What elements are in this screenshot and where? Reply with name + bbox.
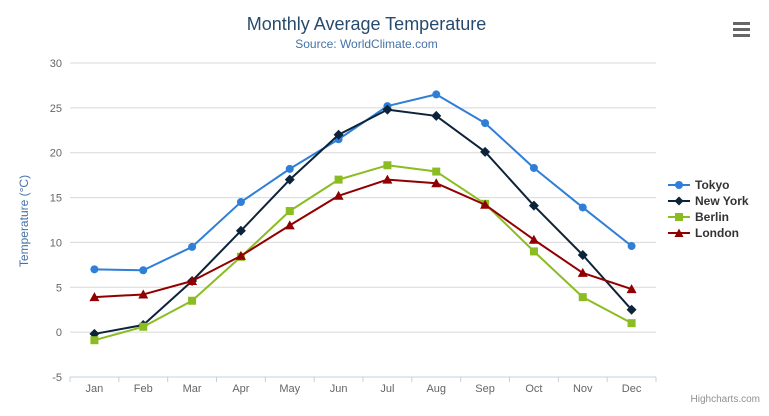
data-point-berlin[interactable] <box>383 161 392 170</box>
y-tick-label: 15 <box>50 193 62 205</box>
series-line-tokyo <box>93 93 633 272</box>
data-point-new-york[interactable] <box>235 225 246 236</box>
y-tick-label: 5 <box>56 282 62 294</box>
data-point-tokyo[interactable] <box>529 163 538 172</box>
data-point-london[interactable] <box>235 250 246 260</box>
chart-title: Monthly Average Temperature <box>246 14 487 34</box>
data-point-berlin[interactable] <box>139 322 148 331</box>
x-tick-label: Dec <box>622 383 642 395</box>
data-point-tokyo[interactable] <box>285 164 294 173</box>
triangle-legend-marker-icon <box>668 228 690 237</box>
x-tick-label: Feb <box>134 383 153 395</box>
data-point-london[interactable] <box>626 284 637 294</box>
data-point-tokyo[interactable] <box>90 265 99 274</box>
y-tick-label: -5 <box>52 372 62 384</box>
data-point-tokyo[interactable] <box>578 203 587 212</box>
data-point-london[interactable] <box>284 220 295 230</box>
square-legend-marker-icon <box>668 213 690 221</box>
data-point-london[interactable] <box>138 289 149 299</box>
data-point-london[interactable] <box>577 267 588 277</box>
data-point-london[interactable] <box>480 199 491 209</box>
y-tick-label: 25 <box>50 103 62 115</box>
y-tick-label: 30 <box>50 58 62 70</box>
data-point-tokyo[interactable] <box>236 198 245 207</box>
data-point-new-york[interactable] <box>284 174 295 185</box>
data-point-berlin[interactable] <box>627 319 636 328</box>
legend: Tokyo New York Berlin London <box>668 177 749 241</box>
data-point-berlin[interactable] <box>188 296 197 305</box>
legend-item-tokyo[interactable]: Tokyo <box>668 177 749 193</box>
data-point-new-york[interactable] <box>528 200 539 211</box>
data-point-london[interactable] <box>528 234 539 244</box>
x-tick-label: Mar <box>183 383 202 395</box>
data-point-berlin[interactable] <box>578 293 587 302</box>
x-tick-label: Nov <box>573 383 593 395</box>
legend-label: New York <box>695 194 749 208</box>
diamond-legend-marker-icon <box>668 196 690 206</box>
y-axis-title: Temperature (°C) <box>17 174 31 268</box>
legend-label: Berlin <box>695 210 730 224</box>
series-line-berlin <box>93 164 633 342</box>
x-tick-label: May <box>279 383 300 395</box>
x-tick-label: Oct <box>525 383 542 395</box>
y-tick-label: 10 <box>50 237 62 249</box>
data-point-new-york[interactable] <box>480 146 491 157</box>
legend-label: Tokyo <box>695 178 730 192</box>
data-point-london[interactable] <box>431 178 442 188</box>
data-point-london[interactable] <box>382 174 393 184</box>
x-tick-label: Jul <box>380 383 394 395</box>
legend-item-new-york[interactable]: New York <box>668 193 749 209</box>
hamburger-menu-icon[interactable] <box>733 22 750 37</box>
chart-subtitle: Source: WorldClimate.com <box>295 37 438 51</box>
data-point-new-york[interactable] <box>431 110 442 121</box>
series-line-london <box>93 178 633 299</box>
circle-legend-marker-icon <box>668 181 690 189</box>
legend-item-london[interactable]: London <box>668 225 749 241</box>
data-point-new-york[interactable] <box>382 104 393 115</box>
data-point-new-york[interactable] <box>626 304 637 315</box>
data-point-new-york[interactable] <box>577 249 588 260</box>
x-tick-label: Apr <box>232 383 249 395</box>
data-point-tokyo[interactable] <box>481 119 490 128</box>
y-tick-label: 20 <box>50 148 62 160</box>
data-point-new-york[interactable] <box>333 129 344 140</box>
data-point-london[interactable] <box>89 292 100 302</box>
legend-item-berlin[interactable]: Berlin <box>668 209 749 225</box>
x-tick-label: Sep <box>475 383 495 395</box>
data-point-london[interactable] <box>333 190 344 200</box>
data-point-tokyo[interactable] <box>139 266 148 275</box>
data-point-london[interactable] <box>187 276 198 286</box>
data-point-tokyo[interactable] <box>627 242 636 251</box>
data-point-berlin[interactable] <box>529 247 538 256</box>
y-tick-label: 0 <box>56 327 62 339</box>
data-point-berlin[interactable] <box>432 167 441 176</box>
data-point-tokyo[interactable] <box>188 242 197 251</box>
x-tick-label: Aug <box>426 383 446 395</box>
highcharts-credits-link[interactable]: Highcharts.com <box>690 394 760 405</box>
legend-label: London <box>695 226 739 240</box>
x-tick-label: Jun <box>330 383 348 395</box>
data-point-tokyo[interactable] <box>432 90 441 99</box>
data-point-berlin[interactable] <box>285 207 294 216</box>
x-tick-label: Jan <box>86 383 104 395</box>
data-point-berlin[interactable] <box>334 175 343 184</box>
series-line-new-york <box>93 108 633 335</box>
data-point-berlin[interactable] <box>90 336 99 345</box>
